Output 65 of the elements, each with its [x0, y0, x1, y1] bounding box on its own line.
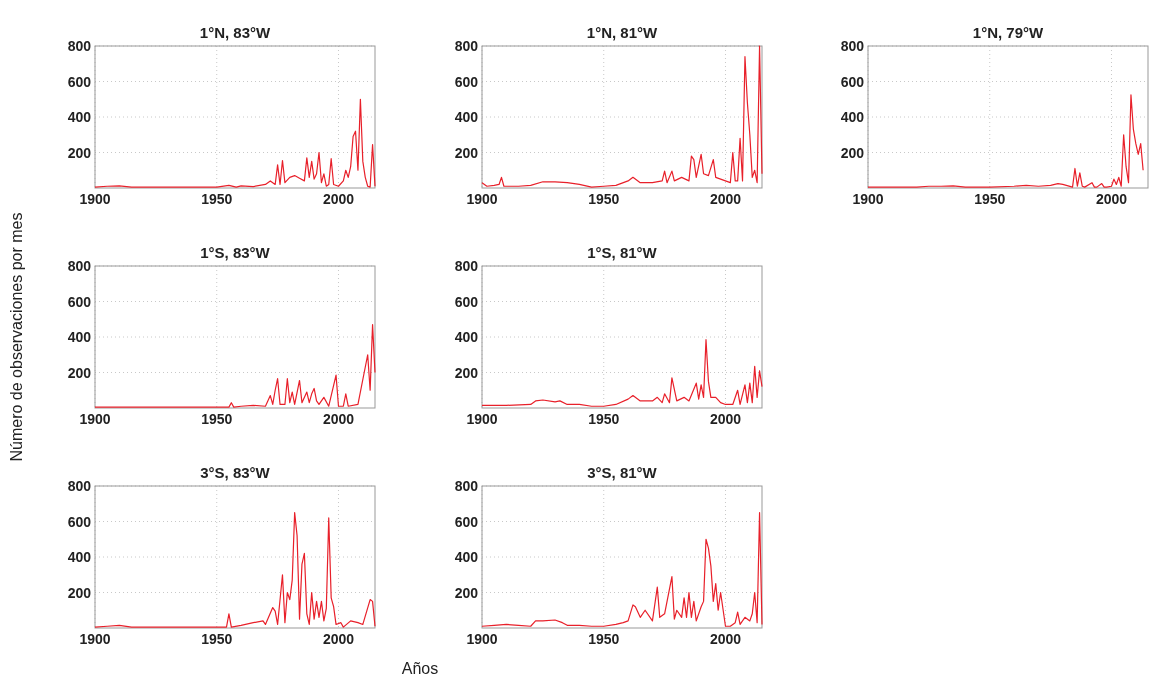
chart-title: 1°N, 79°W	[972, 24, 1045, 41]
line-series	[481, 45, 763, 188]
y-tick-label: 600	[840, 73, 865, 90]
x-tick-label: 2000	[322, 191, 355, 207]
y-tick-label: 800	[67, 258, 92, 274]
x-tick-label: 2000	[322, 411, 355, 427]
x-tick-label: 1900	[79, 191, 111, 207]
chart-title: 3°S, 83°W	[200, 464, 271, 481]
y-tick-label: 800	[840, 38, 865, 54]
y-tick-label: 400	[67, 109, 92, 125]
y-tick-label: 600	[67, 73, 92, 90]
y-tick-label: 200	[67, 364, 92, 381]
x-tick-label: 1950	[201, 411, 233, 427]
y-tick-label: 600	[454, 513, 479, 530]
x-tick-label: 2000	[709, 411, 742, 427]
x-tick-label: 1900	[79, 631, 111, 647]
x-tick-label: 2000	[709, 631, 742, 647]
y-tick-label: 600	[454, 73, 479, 90]
line-series	[481, 512, 763, 627]
y-tick-label: 400	[454, 329, 479, 345]
x-tick-label: 2000	[709, 191, 742, 207]
y-tick-label: 200	[454, 364, 479, 381]
x-tick-label: 1900	[466, 631, 498, 647]
y-tick-label: 200	[67, 144, 92, 161]
y-tick-label: 400	[454, 109, 479, 125]
line-series	[867, 94, 1144, 188]
y-tick-label: 200	[454, 144, 479, 161]
y-tick-label: 200	[454, 584, 479, 601]
x-tick-label: 1900	[79, 411, 111, 427]
y-tick-label: 800	[454, 38, 479, 54]
y-tick-label: 800	[67, 38, 92, 54]
y-tick-label: 800	[454, 478, 479, 494]
x-tick-label: 1950	[974, 191, 1006, 207]
line-series	[481, 339, 763, 407]
line-series	[94, 98, 376, 188]
y-tick-label: 400	[67, 549, 92, 565]
x-tick-label: 1950	[588, 191, 620, 207]
chart-title: 1°N, 83°W	[199, 24, 272, 41]
y-tick-label: 400	[840, 109, 865, 125]
line-series	[94, 512, 376, 628]
x-tick-label: 2000	[1095, 191, 1128, 207]
chart-title: 1°S, 83°W	[200, 244, 271, 261]
y-tick-label: 400	[67, 329, 92, 345]
y-tick-label: 200	[67, 584, 92, 601]
y-tick-label: 600	[454, 293, 479, 310]
y-tick-label: 600	[67, 513, 92, 530]
y-tick-label: 400	[454, 549, 479, 565]
x-tick-label: 1950	[201, 631, 233, 647]
x-tick-label: 2000	[322, 631, 355, 647]
x-axis-title: Años	[401, 660, 439, 677]
x-tick-label: 1950	[201, 191, 233, 207]
x-tick-label: 1900	[852, 191, 884, 207]
chart-title: 1°N, 81°W	[586, 24, 659, 41]
y-tick-label: 800	[454, 258, 479, 274]
x-tick-label: 1900	[466, 191, 498, 207]
x-tick-label: 1950	[588, 411, 620, 427]
x-tick-label: 1950	[588, 631, 620, 647]
y-tick-label: 200	[840, 144, 865, 161]
line-series	[94, 323, 376, 408]
chart-title: 3°S, 81°W	[587, 464, 658, 481]
y-tick-label: 800	[67, 478, 92, 494]
y-tick-label: 600	[67, 293, 92, 310]
x-tick-label: 1900	[466, 411, 498, 427]
chart-title: 1°S, 81°W	[587, 244, 658, 261]
y-axis-title: Número de observaciones por mes	[8, 212, 25, 462]
